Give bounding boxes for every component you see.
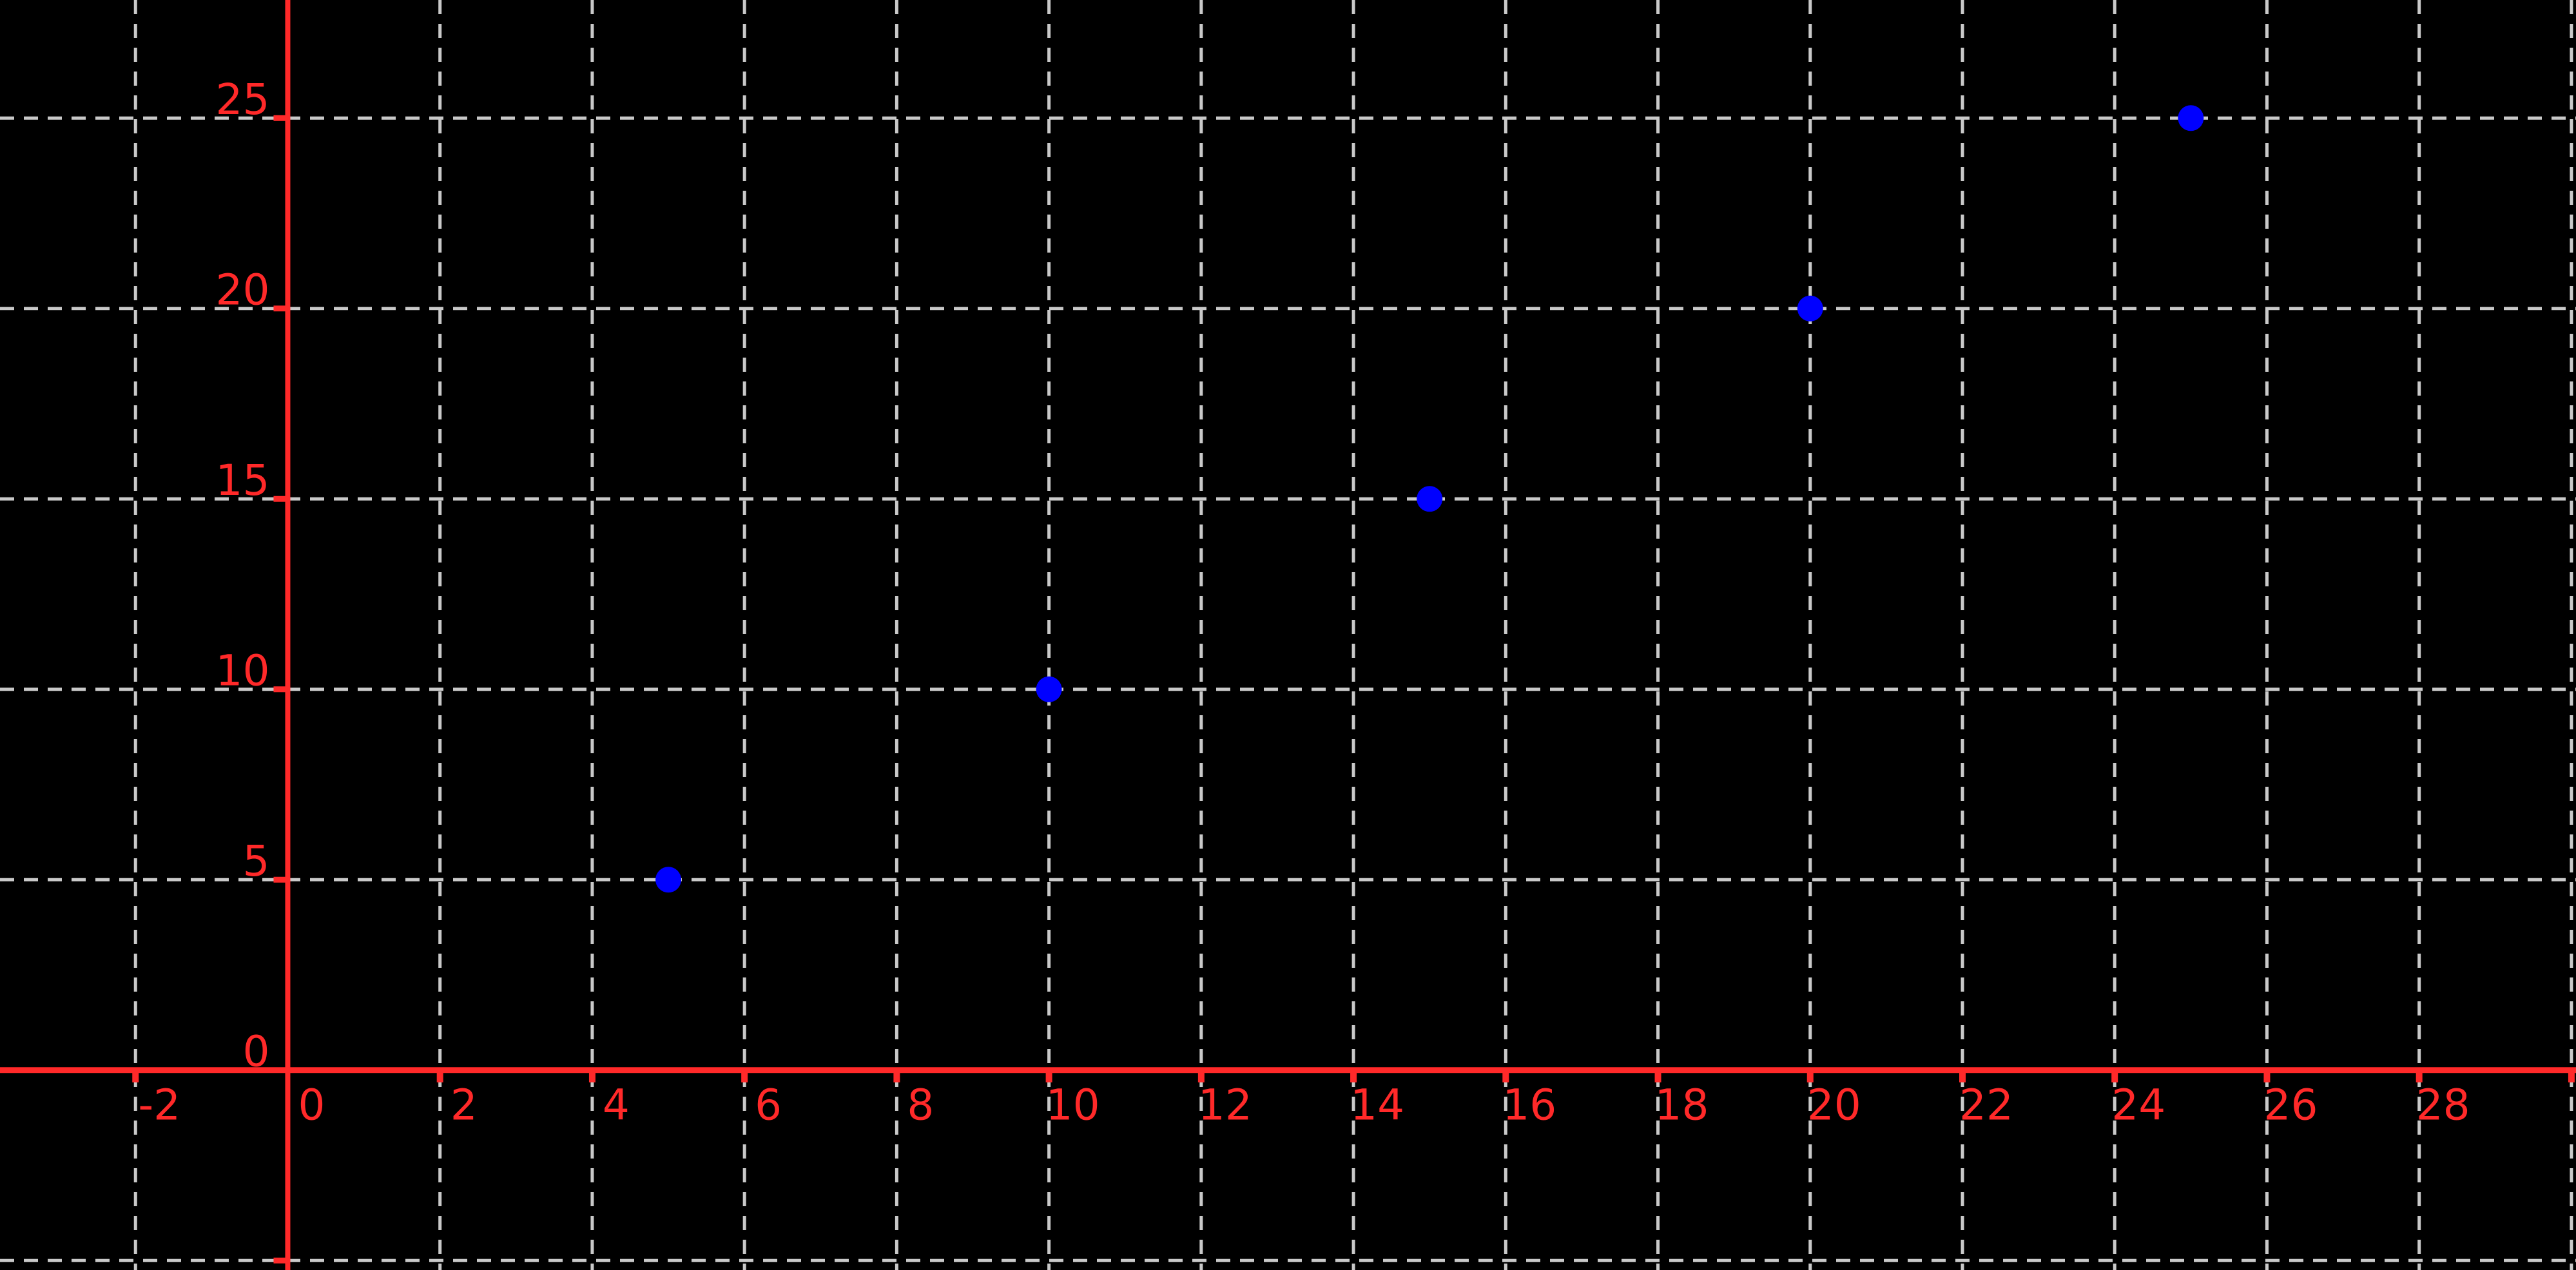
y-tick-label: 20	[215, 265, 269, 315]
horizontal-gridlines	[0, 116, 2576, 1262]
y-tick-labels: 0 5 10 15 20 25	[215, 75, 269, 1077]
x-tick-label: 26	[2263, 1081, 2318, 1130]
y-tick-label: 0	[242, 1027, 269, 1077]
x-tick-label: 20	[1807, 1081, 1861, 1130]
y-tick-label: 15	[215, 456, 269, 505]
x-tick-label: 14	[1350, 1081, 1404, 1130]
data-point[interactable]	[1036, 676, 1062, 702]
data-point[interactable]	[1417, 486, 1443, 512]
y-tick-label: 5	[242, 836, 269, 886]
x-tick-label: -2	[138, 1081, 180, 1130]
y-tick-label: 25	[215, 75, 269, 124]
x-tick-label: 18	[1655, 1081, 1709, 1130]
x-tick-label: 8	[907, 1081, 934, 1130]
x-tick-label: 4	[603, 1081, 630, 1130]
x-tick-label: 16	[1502, 1081, 1556, 1130]
x-tick-label: 2	[450, 1081, 478, 1130]
data-points	[655, 105, 2204, 893]
vertical-gridlines	[133, 0, 2573, 1270]
x-tick-label: 6	[755, 1081, 782, 1130]
x-tick-label: 0	[298, 1081, 325, 1130]
data-point[interactable]	[655, 867, 682, 893]
x-tick-labels: -2 0 2 4 6 8 10 12 14 16 18 20 22 24 26 28	[138, 1081, 2470, 1130]
x-tick-label: 28	[2416, 1081, 2470, 1130]
x-tick-label: 22	[1959, 1081, 2013, 1130]
x-tick-label: 24	[2111, 1081, 2165, 1130]
x-tick-label: 12	[1198, 1081, 1252, 1130]
data-point[interactable]	[1797, 295, 1823, 322]
axis-ticks	[132, 115, 2575, 1264]
x-tick-label: 10	[1046, 1081, 1100, 1130]
data-point[interactable]	[2178, 105, 2204, 131]
y-tick-label: 10	[215, 646, 269, 696]
